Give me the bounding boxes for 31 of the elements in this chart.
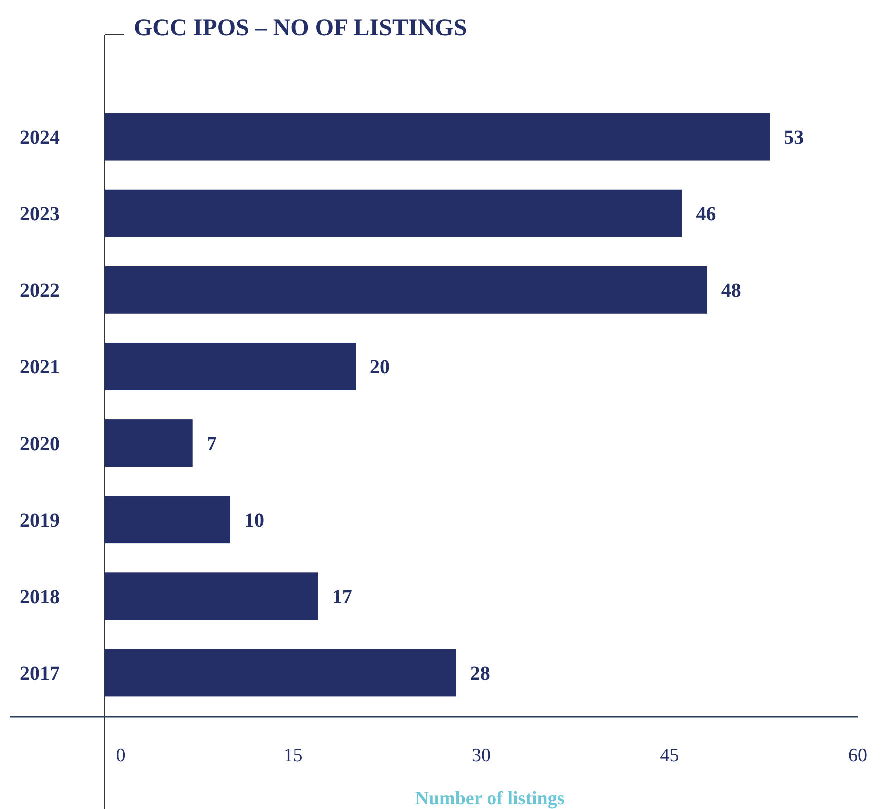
bar bbox=[105, 420, 193, 468]
y-tick-label: 2023 bbox=[20, 204, 60, 226]
x-tick-label: 15 bbox=[284, 746, 303, 767]
y-tick-label: 2020 bbox=[20, 433, 60, 456]
x-tick-label: 45 bbox=[660, 746, 680, 767]
y-tick-label: 2024 bbox=[20, 127, 60, 150]
x-tick-label: 60 bbox=[848, 746, 868, 767]
data-label: 48 bbox=[721, 280, 742, 302]
bar bbox=[105, 649, 456, 697]
x-tick-label: 30 bbox=[472, 746, 491, 767]
y-tick-label: 2021 bbox=[20, 356, 60, 379]
data-label: 17 bbox=[332, 586, 352, 608]
data-label: 28 bbox=[470, 662, 490, 685]
bar bbox=[105, 342, 356, 390]
y-tick-label: 2019 bbox=[20, 510, 60, 532]
x-axis-title: Number of listings bbox=[415, 788, 565, 809]
data-label: 53 bbox=[784, 127, 804, 150]
data-label: 10 bbox=[244, 510, 264, 532]
y-tick-label: 2018 bbox=[20, 586, 60, 608]
bar bbox=[105, 572, 318, 620]
bar bbox=[105, 496, 230, 544]
data-label: 20 bbox=[370, 356, 390, 379]
bar bbox=[105, 113, 770, 161]
data-label: 7 bbox=[206, 433, 217, 456]
chart-title: GCC IPOS – NO OF LISTINGS bbox=[134, 15, 468, 42]
y-tick-label: 2017 bbox=[20, 662, 60, 685]
bar bbox=[105, 190, 682, 238]
bar bbox=[105, 266, 708, 314]
x-tick-label: 0 bbox=[116, 746, 126, 767]
y-tick-label: 2022 bbox=[20, 280, 60, 302]
data-label: 46 bbox=[696, 204, 716, 226]
